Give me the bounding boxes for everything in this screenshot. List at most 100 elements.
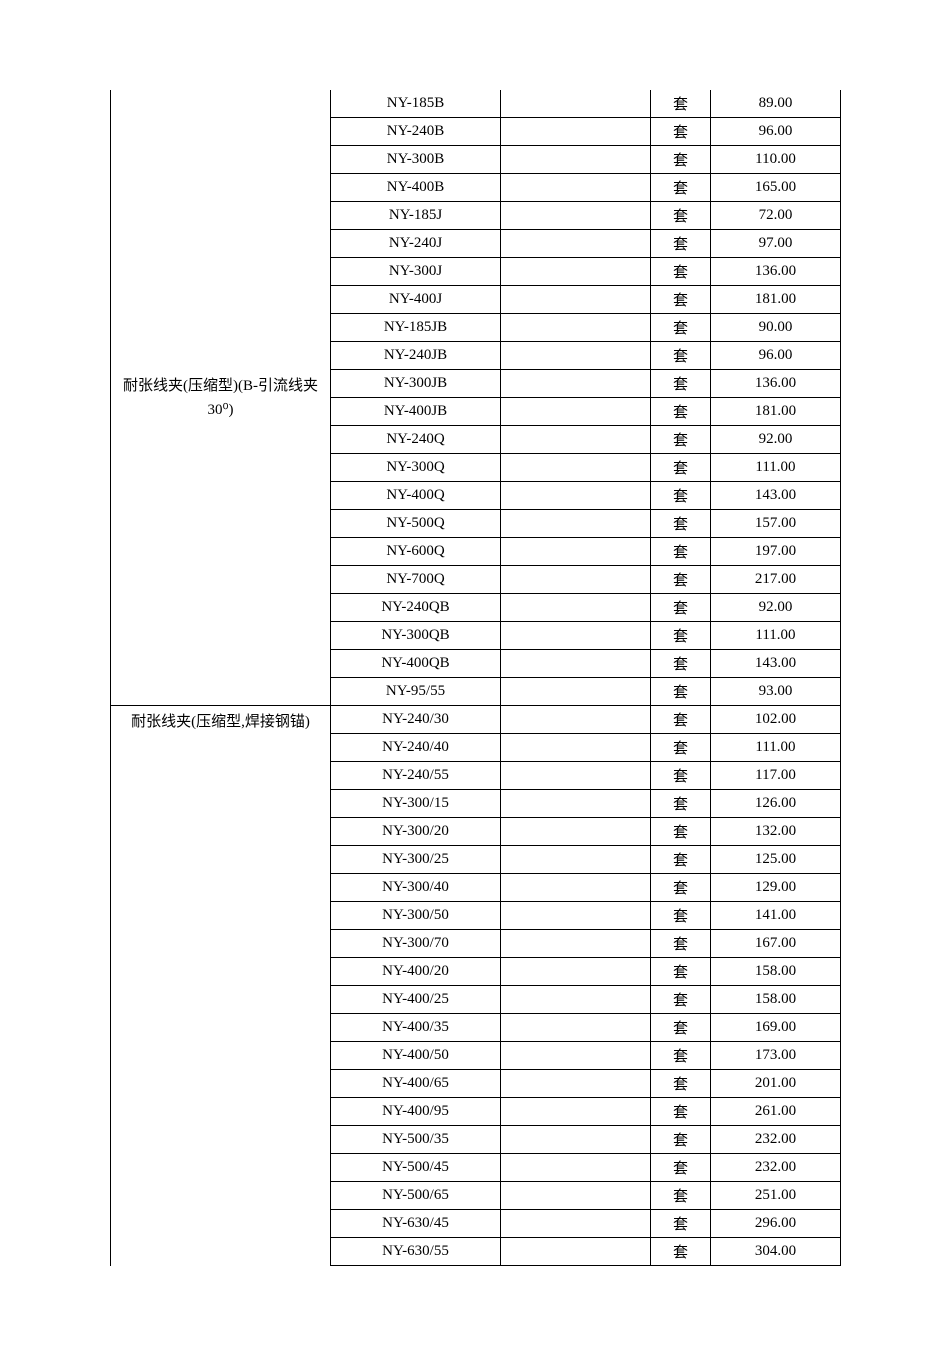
model-cell: NY-400/95 <box>331 1098 501 1126</box>
model-cell: NY-500/45 <box>331 1154 501 1182</box>
price-cell: 90.00 <box>711 314 841 342</box>
unit-cell: 套 <box>651 370 711 398</box>
model-cell: NY-240B <box>331 118 501 146</box>
price-cell: 232.00 <box>711 1126 841 1154</box>
unit-cell: 套 <box>651 986 711 1014</box>
model-cell: NY-300J <box>331 258 501 286</box>
model-cell: NY-400Q <box>331 482 501 510</box>
empty-cell <box>501 1070 651 1098</box>
model-cell: NY-300/50 <box>331 902 501 930</box>
unit-cell: 套 <box>651 902 711 930</box>
empty-cell <box>501 258 651 286</box>
empty-cell <box>501 90 651 118</box>
price-cell: 158.00 <box>711 986 841 1014</box>
empty-cell <box>501 930 651 958</box>
model-cell: NY-300/15 <box>331 790 501 818</box>
model-cell: NY-400J <box>331 286 501 314</box>
empty-cell <box>501 426 651 454</box>
price-cell: 97.00 <box>711 230 841 258</box>
unit-cell: 套 <box>651 874 711 902</box>
price-cell: 125.00 <box>711 846 841 874</box>
empty-cell <box>501 678 651 706</box>
model-cell: NY-400/65 <box>331 1070 501 1098</box>
unit-cell: 套 <box>651 482 711 510</box>
price-cell: 251.00 <box>711 1182 841 1210</box>
model-cell: NY-185J <box>331 202 501 230</box>
unit-cell: 套 <box>651 426 711 454</box>
unit-cell: 套 <box>651 818 711 846</box>
model-cell: NY-500/65 <box>331 1182 501 1210</box>
model-cell: NY-400B <box>331 174 501 202</box>
price-cell: 181.00 <box>711 398 841 426</box>
price-cell: 126.00 <box>711 790 841 818</box>
empty-cell <box>501 958 651 986</box>
model-cell: NY-185JB <box>331 314 501 342</box>
model-cell: NY-300Q <box>331 454 501 482</box>
empty-cell <box>501 874 651 902</box>
unit-cell: 套 <box>651 314 711 342</box>
price-cell: 173.00 <box>711 1042 841 1070</box>
model-cell: NY-500/35 <box>331 1126 501 1154</box>
model-cell: NY-400/35 <box>331 1014 501 1042</box>
price-cell: 136.00 <box>711 370 841 398</box>
empty-cell <box>501 762 651 790</box>
model-cell: NY-240JB <box>331 342 501 370</box>
model-cell: NY-300JB <box>331 370 501 398</box>
unit-cell: 套 <box>651 538 711 566</box>
price-cell: 117.00 <box>711 762 841 790</box>
model-cell: NY-95/55 <box>331 678 501 706</box>
empty-cell <box>501 482 651 510</box>
unit-cell: 套 <box>651 650 711 678</box>
empty-cell <box>501 1014 651 1042</box>
product-price-table: 耐张线夹(压缩型)(B-引流线夹 30⁰)NY-185B套89.00NY-240… <box>110 90 841 1266</box>
empty-cell <box>501 1154 651 1182</box>
price-cell: 102.00 <box>711 706 841 734</box>
empty-cell <box>501 538 651 566</box>
unit-cell: 套 <box>651 286 711 314</box>
model-cell: NY-400JB <box>331 398 501 426</box>
model-cell: NY-240J <box>331 230 501 258</box>
model-cell: NY-300B <box>331 146 501 174</box>
price-cell: 167.00 <box>711 930 841 958</box>
price-cell: 197.00 <box>711 538 841 566</box>
unit-cell: 套 <box>651 706 711 734</box>
empty-cell <box>501 650 651 678</box>
empty-cell <box>501 566 651 594</box>
model-cell: NY-630/45 <box>331 1210 501 1238</box>
table-row: 耐张线夹(压缩型,焊接钢锚)NY-240/30套102.00 <box>111 706 841 734</box>
empty-cell <box>501 986 651 1014</box>
price-cell: 92.00 <box>711 594 841 622</box>
price-cell: 296.00 <box>711 1210 841 1238</box>
empty-cell <box>501 622 651 650</box>
empty-cell <box>501 510 651 538</box>
unit-cell: 套 <box>651 678 711 706</box>
model-cell: NY-400/25 <box>331 986 501 1014</box>
model-cell: NY-630/55 <box>331 1238 501 1266</box>
unit-cell: 套 <box>651 174 711 202</box>
price-cell: 304.00 <box>711 1238 841 1266</box>
unit-cell: 套 <box>651 1238 711 1266</box>
price-cell: 111.00 <box>711 734 841 762</box>
empty-cell <box>501 902 651 930</box>
price-cell: 157.00 <box>711 510 841 538</box>
empty-cell <box>501 118 651 146</box>
model-cell: NY-400/20 <box>331 958 501 986</box>
price-cell: 129.00 <box>711 874 841 902</box>
unit-cell: 套 <box>651 342 711 370</box>
empty-cell <box>501 202 651 230</box>
price-cell: 158.00 <box>711 958 841 986</box>
unit-cell: 套 <box>651 790 711 818</box>
unit-cell: 套 <box>651 1210 711 1238</box>
category-cell: 耐张线夹(压缩型)(B-引流线夹 30⁰) <box>111 90 331 706</box>
model-cell: NY-300/25 <box>331 846 501 874</box>
unit-cell: 套 <box>651 118 711 146</box>
price-cell: 201.00 <box>711 1070 841 1098</box>
unit-cell: 套 <box>651 146 711 174</box>
price-cell: 110.00 <box>711 146 841 174</box>
model-cell: NY-240/55 <box>331 762 501 790</box>
price-cell: 165.00 <box>711 174 841 202</box>
empty-cell <box>501 734 651 762</box>
price-cell: 141.00 <box>711 902 841 930</box>
unit-cell: 套 <box>651 1098 711 1126</box>
price-cell: 72.00 <box>711 202 841 230</box>
